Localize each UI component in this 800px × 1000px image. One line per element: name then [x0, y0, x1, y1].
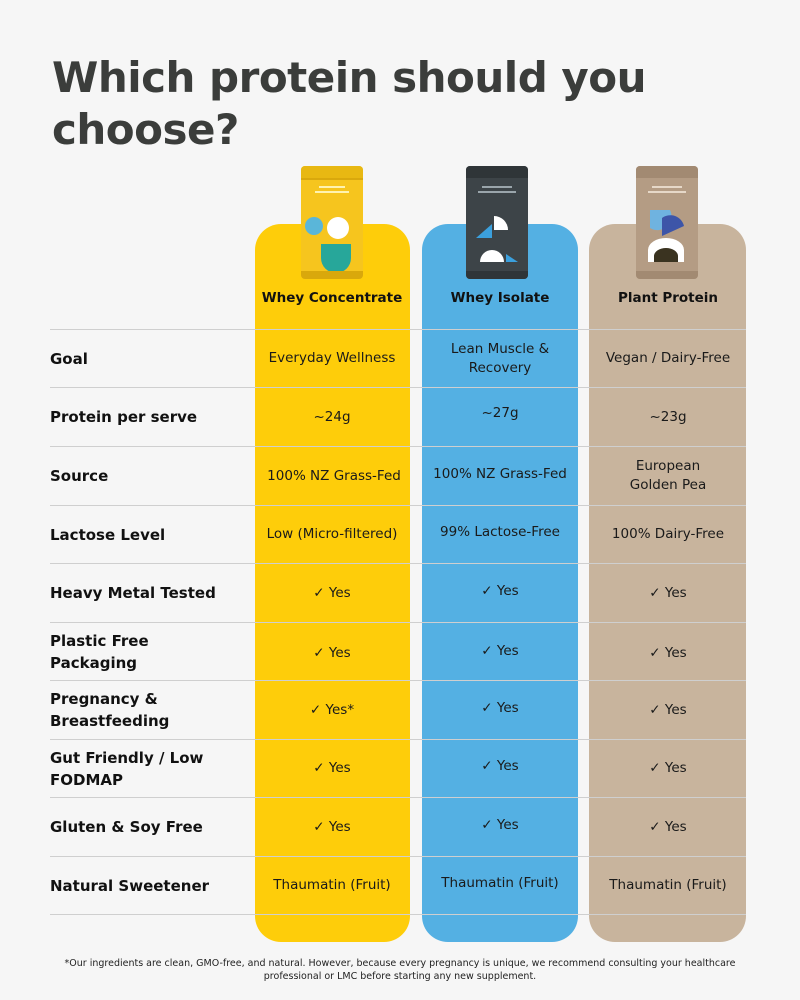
row-divider — [50, 329, 746, 330]
cell-pregnancy-whey-concentrate: ✓ Yes* — [309, 701, 355, 718]
cell-gut-friendly-whey-concentrate: ✓ Yes — [313, 760, 351, 776]
row-divider — [50, 739, 746, 740]
cell-gluten-soy-plant-protein: ✓ Yes — [649, 818, 687, 835]
row-label-source: Source — [50, 467, 109, 485]
cell-gluten-soy-whey-isolate: ✓ Yes — [481, 816, 519, 833]
cell-protein-whey-concentrate: ~24g — [313, 408, 351, 425]
cell-sweetener-whey-concentrate: Thaumatin (Fruit) — [273, 877, 391, 893]
cell-lactose-plant-protein: 100% Dairy-Free — [611, 526, 725, 542]
cell-heavy-metal-whey-concentrate: ✓ Yes — [313, 584, 351, 601]
cell-plastic-free-plant-protein: ✓ Yes — [649, 645, 687, 661]
row-divider — [50, 563, 746, 564]
cell-goal-whey-concentrate: Everyday Wellness — [268, 350, 396, 366]
cell-lactose-whey-isolate: 99% Lactose-Free — [440, 524, 560, 540]
cell-sweetener-whey-isolate: Thaumatin (Fruit) — [441, 875, 559, 891]
cell-gluten-soy-whey-concentrate: ✓ Yes — [313, 818, 351, 835]
cell-source-whey-isolate: 100% NZ Grass-Fed — [433, 465, 567, 482]
cell-plastic-free-whey-isolate: ✓ Yes — [481, 643, 519, 659]
row-label-heavy-metal-tested: Heavy Metal Tested — [50, 584, 216, 602]
row-label-goal: Goal — [50, 349, 88, 368]
cell-lactose-whey-concentrate: Low (Micro-filtered) — [266, 526, 398, 542]
column-header-whey-isolate: Whey Isolate — [450, 290, 550, 306]
row-label-pregnancy-breastfeeding: Pregnancy & Breastfeeding — [50, 690, 170, 730]
row-label-gluten-soy-free: Gluten & Soy Free — [50, 818, 203, 836]
row-label-natural-sweetener: Natural Sweetener — [50, 876, 210, 895]
column-header-whey-concentrate: Whey Concentrate — [261, 290, 403, 306]
cell-pregnancy-whey-isolate: ✓ Yes — [481, 699, 519, 716]
column-bg-plant-protein — [589, 224, 746, 942]
row-label-gut-friendly: Gut Friendly / Low FODMAP — [50, 748, 204, 789]
footnote: *Our ingredients are clean, GMO-free, an… — [64, 958, 736, 982]
cell-goal-whey-isolate: Lean Muscle & Recovery — [450, 340, 550, 376]
row-divider — [50, 914, 746, 915]
row-divider — [50, 797, 746, 798]
row-divider — [50, 680, 746, 681]
column-bg-whey-concentrate — [255, 224, 410, 942]
row-divider — [50, 622, 746, 623]
column-header-plant-protein: Plant Protein — [617, 290, 719, 306]
whey-isolate-tub-image — [466, 166, 528, 279]
page-title: Which protein should you choose? — [52, 53, 647, 154]
row-divider — [50, 387, 746, 388]
row-divider — [50, 505, 746, 506]
cell-heavy-metal-plant-protein: ✓ Yes — [649, 584, 687, 601]
cell-protein-plant-protein: ~23g — [649, 408, 687, 425]
row-label-lactose-level: Lactose Level — [50, 525, 166, 544]
cell-source-whey-concentrate: 100% NZ Grass-Fed — [267, 467, 401, 484]
row-label-plastic-free-packaging: Plastic Free Packaging — [50, 631, 149, 672]
cell-pregnancy-plant-protein: ✓ Yes — [649, 701, 687, 718]
row-divider — [50, 446, 746, 447]
column-bg-whey-isolate — [422, 224, 578, 942]
plant-protein-tub-image — [636, 166, 698, 279]
cell-source-plant-protein: European Golden Pea — [629, 458, 707, 493]
row-label-protein-per-serve: Protein per serve — [50, 408, 198, 426]
cell-sweetener-plant-protein: Thaumatin (Fruit) — [609, 877, 727, 893]
cell-protein-whey-isolate: ~27g — [481, 404, 519, 421]
cell-heavy-metal-whey-isolate: ✓ Yes — [481, 582, 519, 599]
cell-gut-friendly-whey-isolate: ✓ Yes — [481, 758, 519, 774]
cell-plastic-free-whey-concentrate: ✓ Yes — [313, 645, 351, 661]
row-divider — [50, 856, 746, 857]
cell-goal-plant-protein: Vegan / Dairy-Free — [605, 350, 731, 366]
whey-concentrate-tub-image — [301, 166, 363, 279]
cell-gut-friendly-plant-protein: ✓ Yes — [649, 760, 687, 776]
